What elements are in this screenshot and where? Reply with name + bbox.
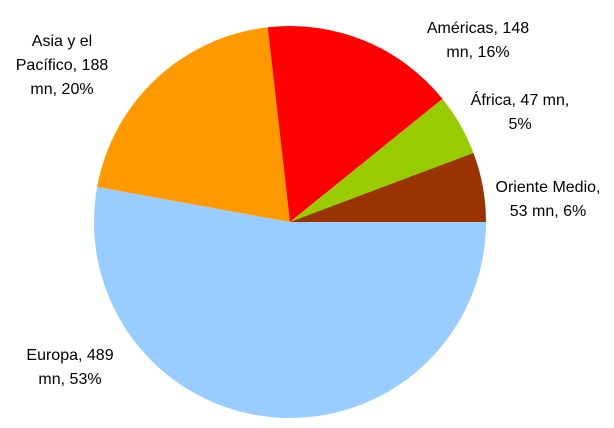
data-label-line: Oriente Medio,: [496, 179, 601, 196]
data-label-line: Asia y el: [32, 33, 92, 50]
data-label-line: Pacífico, 188: [16, 57, 109, 74]
pie-slice-asia-y-el-pacifico: [97, 27, 290, 222]
data-label-oriente-medio: Oriente Medio, 53 mn, 6%: [496, 179, 601, 220]
data-label-line: mn, 16%: [446, 44, 509, 61]
pie-slice-europa: [93, 186, 487, 419]
data-label-asia-y-el-pacifico: Asia y el Pacífico, 188 mn, 20%: [16, 33, 109, 98]
data-label-line: África, 47 mn,: [471, 90, 570, 109]
pie-slice-americas: [267, 26, 443, 222]
pie-slice-oriente-medio: [290, 152, 486, 222]
data-label-line: Américas, 148: [427, 20, 529, 37]
data-label-europa: Europa, 489 mn, 53%: [26, 347, 113, 388]
data-label-line: 53 mn, 6%: [510, 203, 586, 220]
data-label-africa: África, 47 mn, 5%: [471, 90, 570, 133]
data-label-line: Europa, 489: [26, 347, 113, 364]
data-label-line: 5%: [508, 116, 531, 133]
data-label-americas: Américas, 148 mn, 16%: [427, 20, 529, 61]
pie-slice-africa: [290, 98, 474, 222]
data-label-line: mn, 53%: [38, 371, 101, 388]
data-label-line: mn, 20%: [30, 81, 93, 98]
